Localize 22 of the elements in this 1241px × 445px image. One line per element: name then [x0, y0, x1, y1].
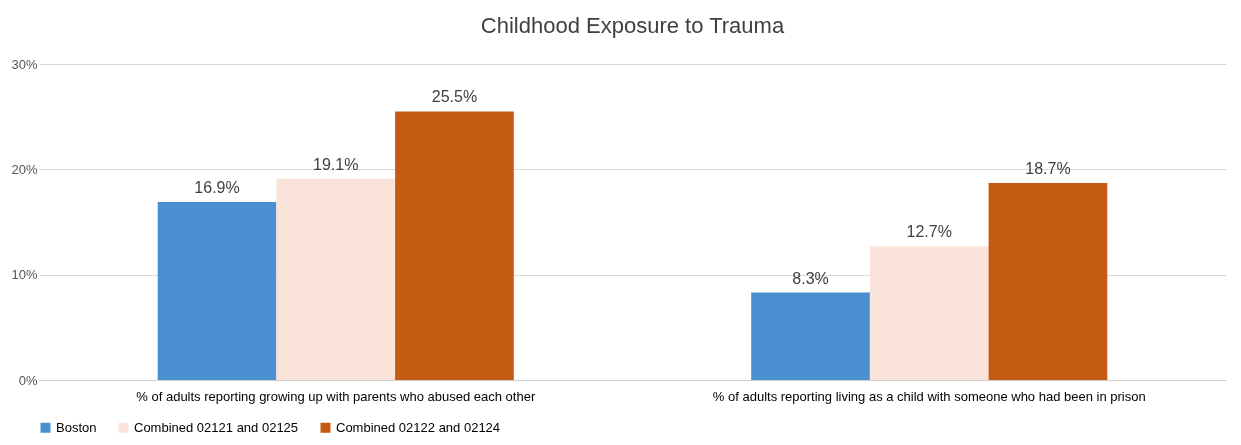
bar: [157, 201, 277, 380]
bar: [751, 292, 870, 380]
x-tick-label: % of adults reporting growing up with parents who abused each other: [136, 388, 536, 404]
legend-label: Boston: [56, 419, 97, 435]
legend-label: Combined 02121 and 02125: [134, 419, 299, 435]
x-tick-label: % of adults reporting living as a child with someone who had been in prison: [712, 388, 1146, 404]
data-label: 19.1%: [313, 155, 359, 173]
y-tick-label: 0%: [18, 372, 38, 388]
legend-label: Combined 02122 and 02124: [336, 419, 501, 435]
chart-title: Childhood Exposure to Trauma: [480, 13, 785, 38]
bar: [395, 111, 514, 380]
bar: [988, 183, 1108, 380]
y-tick-label: 20%: [11, 161, 38, 177]
y-tick-label: 30%: [11, 56, 38, 72]
data-label: 25.5%: [431, 88, 478, 106]
bar: [869, 246, 989, 380]
bar: [276, 178, 396, 380]
y-tick-label: 10%: [11, 267, 38, 283]
data-label: 8.3%: [792, 269, 829, 287]
data-label: 16.9%: [194, 178, 240, 196]
data-label: 18.7%: [1025, 160, 1071, 178]
data-label: 12.7%: [906, 223, 952, 241]
